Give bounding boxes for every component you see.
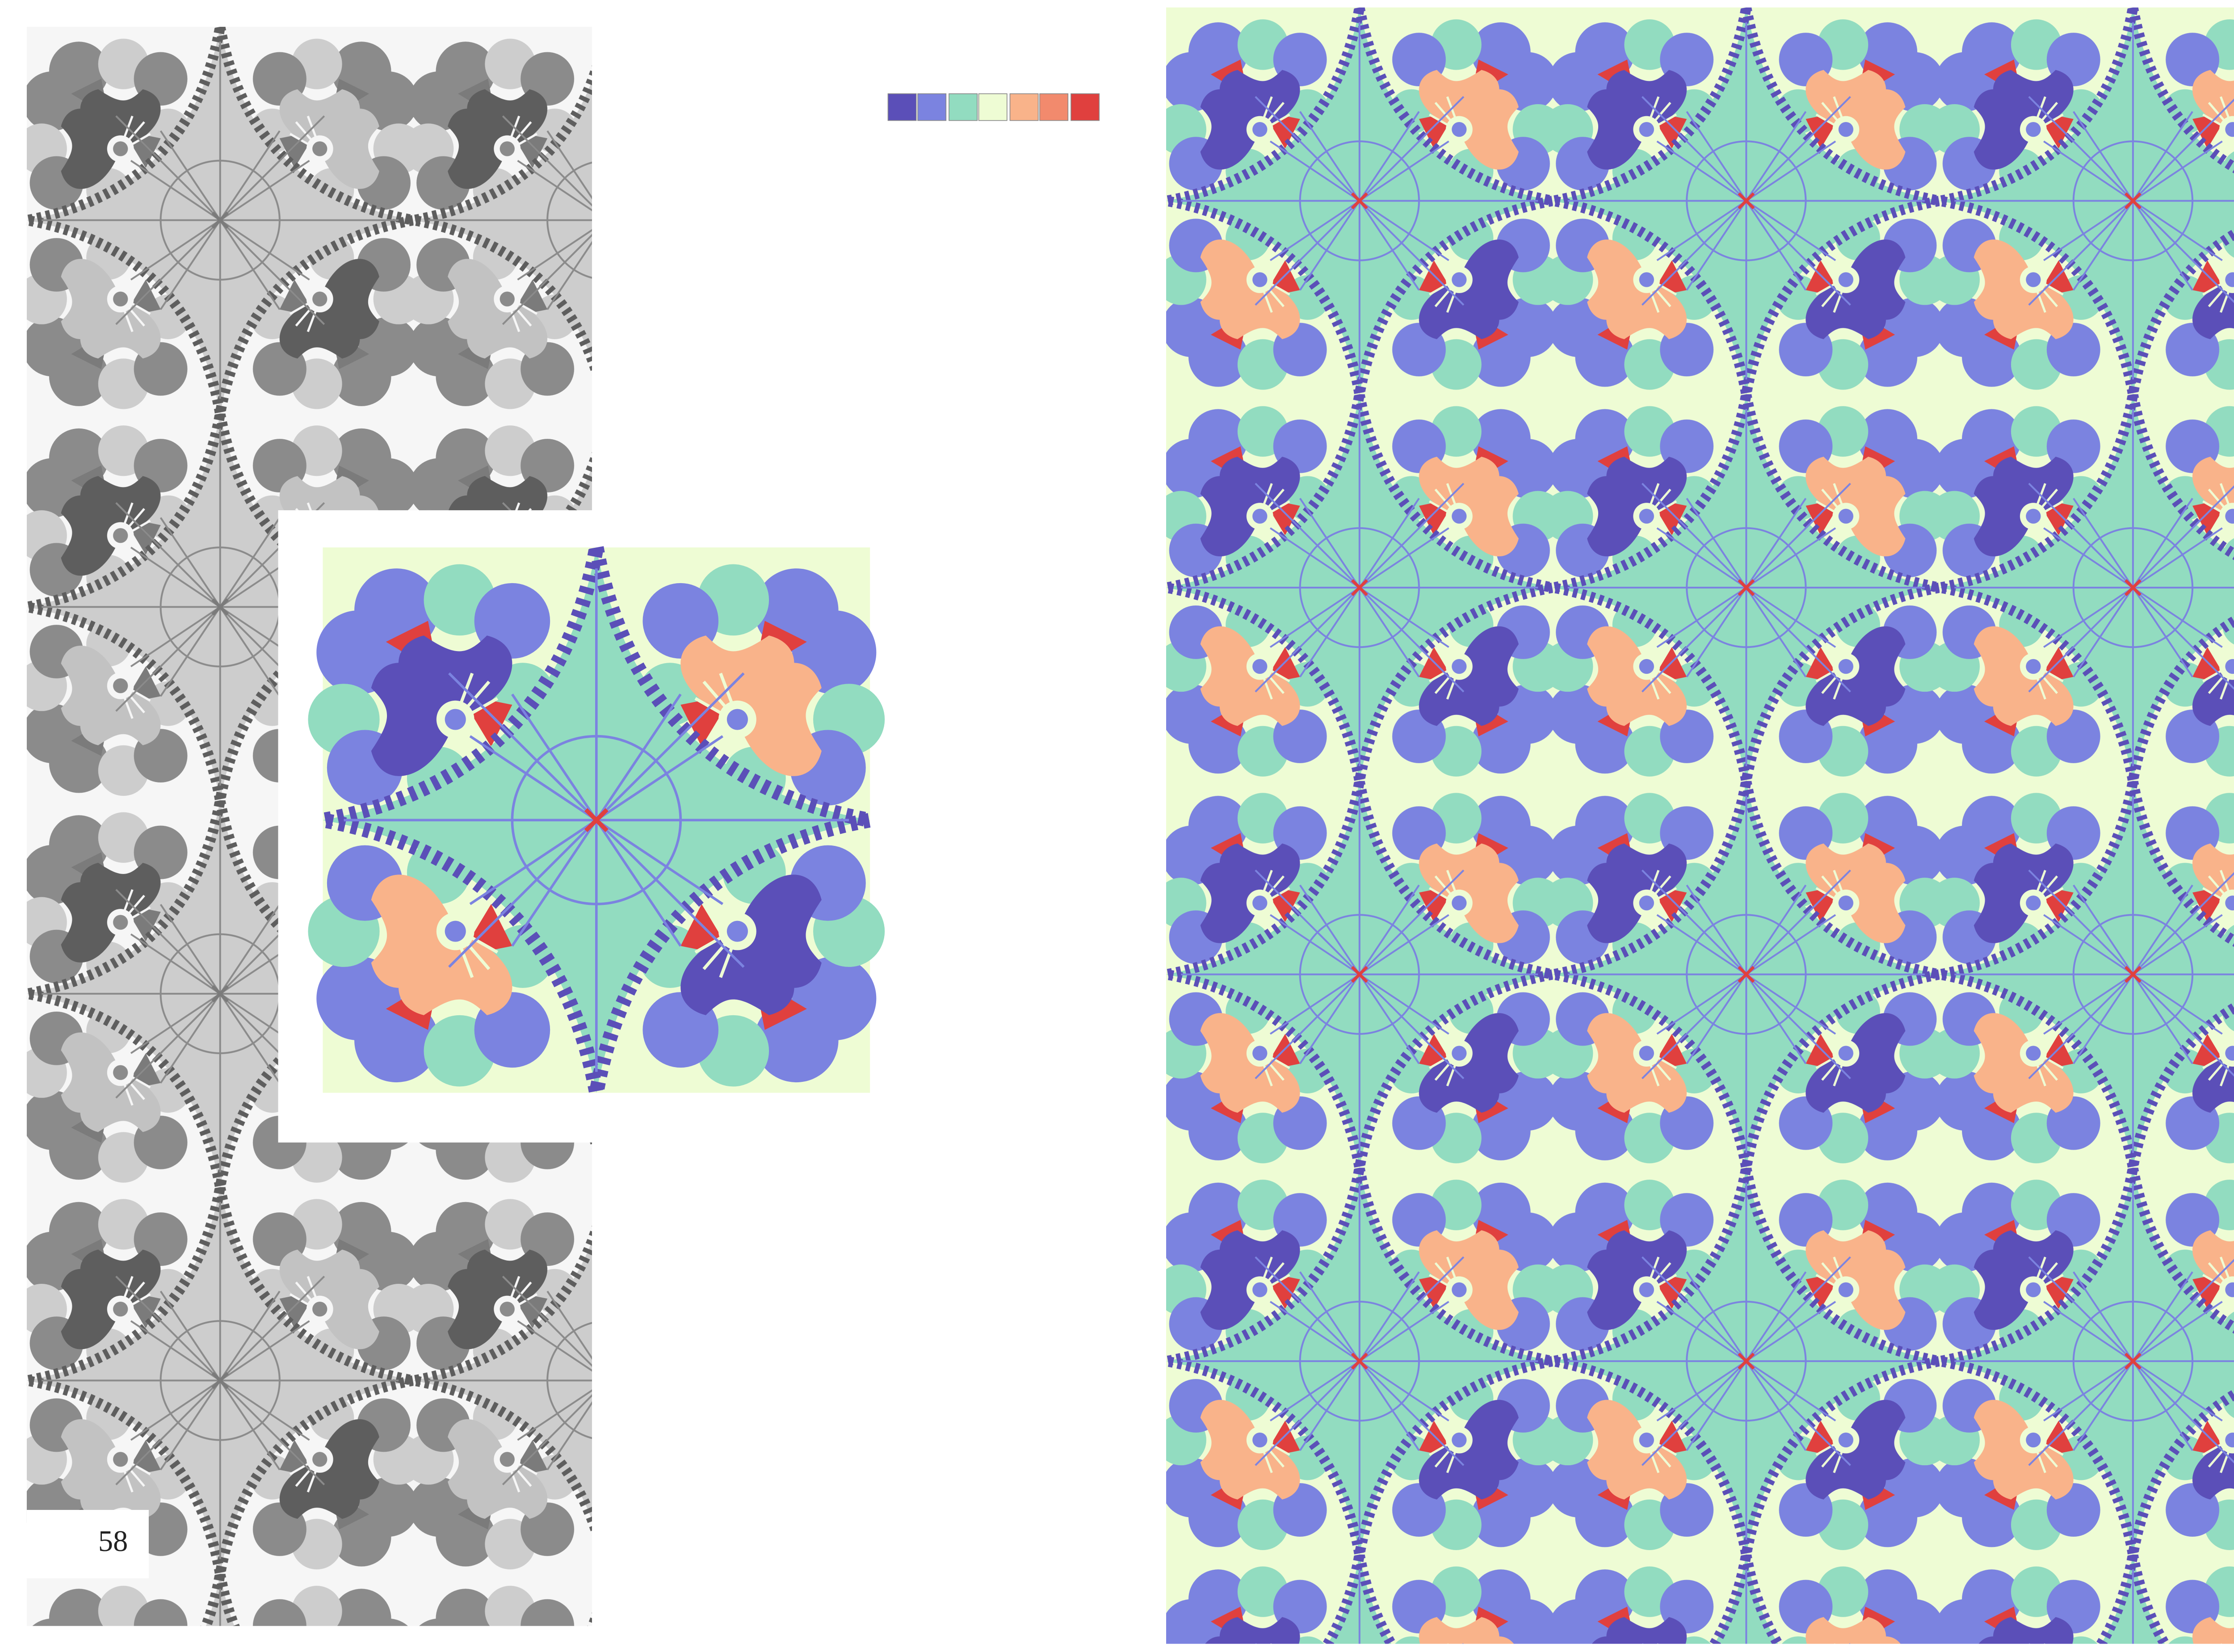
page-number-box <box>26 1510 149 1579</box>
palette <box>887 93 1100 121</box>
color-pattern <box>1166 7 2234 1644</box>
page-number: 58 <box>98 1525 128 1558</box>
single-tile <box>308 547 885 1093</box>
